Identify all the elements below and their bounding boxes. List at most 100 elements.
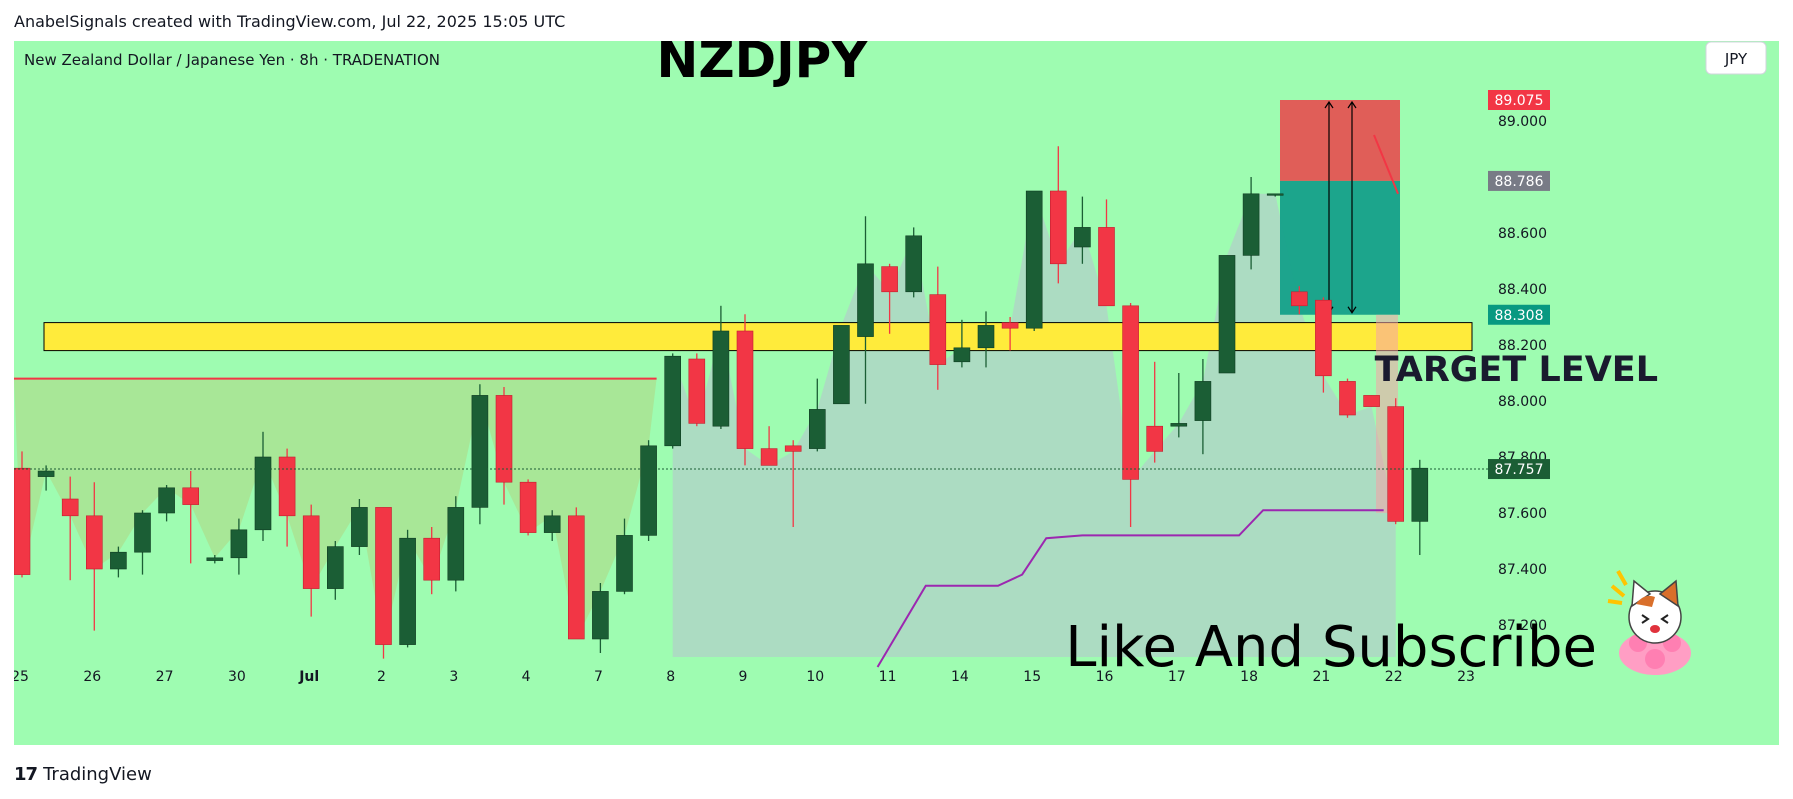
candle-body [134,512,151,553]
symbol-info: New Zealand Dollar / Japanese Yen · 8h ·… [24,51,440,69]
candle-body [110,551,127,570]
price-label-bg [1488,304,1550,325]
candle-body [760,448,778,466]
candle-body [447,507,465,581]
candle-body [182,487,199,505]
time-tick-label: 17 [1168,669,1186,685]
candle-body [1074,227,1091,248]
time-tick-label: 16 [1096,669,1114,685]
price-label-text: 87.757 [1495,462,1544,478]
candle-body [1387,406,1404,522]
candle-body [1098,227,1115,307]
time-tick-label: 15 [1023,669,1041,685]
price-label-bg [1488,170,1550,191]
candle-body [1170,423,1188,427]
time-tick-label: 2 [377,669,386,685]
price-label-bg [1488,459,1550,480]
stop-marker-line [1373,134,1399,195]
price-tick-label: 88.000 [1498,394,1547,410]
candle-body [1194,381,1212,421]
candle-body [905,235,923,293]
candle-body [1146,425,1163,452]
candle-body [519,481,537,533]
chart-attribution: AnabelSignals created with TradingView.c… [14,12,566,31]
candle-body [37,470,55,477]
candle-body [61,498,79,517]
price-label-text: 88.786 [1495,174,1544,190]
candle-body [640,445,657,536]
candle-body [712,330,730,427]
time-tick-label: 27 [156,669,174,685]
chart-area[interactable]: 89.000 88.600 88.400 88.200 88.000 87.800 87.6… [14,41,1779,745]
candle-body [399,537,416,645]
price-tick-label: 87.400 [1498,562,1547,578]
right-price-area [672,191,1396,657]
tradingview-logo[interactable]: 17 TradingView [14,764,152,785]
promo-text: Like And Subscribe [1065,615,1597,680]
time-tick-label: 22 [1385,669,1403,685]
price-tick-label: 88.400 [1498,282,1547,298]
chart-background [14,41,1779,745]
measure-arrow-head-top-0 [1324,100,1334,109]
price-tick-label: 88.600 [1498,226,1547,242]
target-level-label: TARGET LEVEL [1375,350,1658,390]
candle-body [206,557,224,561]
time-tick-label: 26 [83,669,101,685]
time-tick-label: 11 [879,669,897,685]
time-tick-label: 4 [522,669,531,685]
tradingview-logo-text: TradingView [43,764,152,785]
candle-body [784,445,802,452]
candle-body [1001,322,1019,329]
time-tick-label: 18 [1240,669,1258,685]
candle-body [351,507,368,547]
candle-body [302,515,320,589]
target-zone [43,322,1473,352]
time-tick-label: 30 [228,669,246,685]
candle-body [1411,467,1429,522]
price-axis: 89.00088.60088.40088.20088.00087.80087.6… [1488,90,1550,634]
candle-body [808,409,826,449]
candle-body [1122,305,1139,480]
candle-body [592,591,609,640]
price-tick-label: 87.200 [1498,618,1547,634]
candle-body [86,515,103,570]
candle-body [254,456,272,531]
candle-body [278,456,296,517]
candle-body [375,507,392,645]
candle-body [977,325,995,349]
candle-body [881,266,898,293]
candle-body [1025,190,1043,329]
time-tick-label: 3 [449,669,458,685]
overlay-layer [14,468,1489,668]
candle-body [1218,255,1236,374]
cat-mascot-icon [1607,570,1691,675]
candle-body [1266,193,1284,196]
time-tick-label: Jul [298,669,319,685]
candle-body [953,347,971,363]
price-tick-label: 87.600 [1498,506,1547,522]
price-chart[interactable]: 89.00088.60088.40088.20088.00087.80087.6… [14,41,1779,745]
candle-body [423,537,441,581]
time-tick-label: 9 [739,669,748,685]
time-tick-label: 7 [594,669,603,685]
candle-body [616,535,633,592]
candle-body [14,467,31,575]
candle-body [158,487,175,514]
candle-body [1050,190,1067,265]
price-label-text: 88.308 [1495,308,1544,324]
chart-title: NZDJPY [656,41,868,89]
candle-body [471,395,489,508]
candle-body [1339,381,1356,416]
time-tick-label: 14 [951,669,969,685]
candle-body [1315,299,1332,377]
price-label-text: 89.075 [1495,93,1544,109]
candle-body [326,546,344,589]
candles-layer [14,146,1429,659]
candle-body [688,358,706,424]
measure-arrow-head-bottom-1 [1347,306,1357,314]
price-label-bg [1488,90,1550,110]
candle-body [495,395,513,483]
currency-button[interactable]: JPY [1724,50,1748,68]
price-tick-label: 89.000 [1498,114,1547,130]
tradingview-logo-icon: 17 [14,764,38,785]
